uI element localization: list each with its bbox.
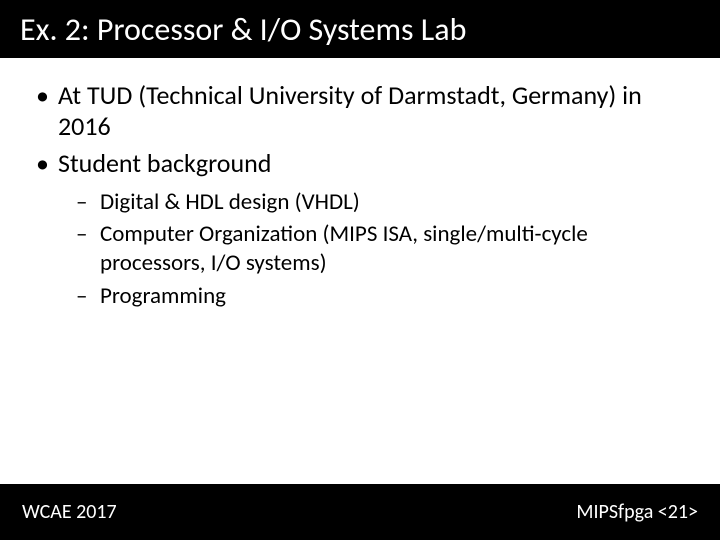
sub-bullet-text: Digital & HDL design (VHDL) [100,188,360,216]
bullet-text: Student background [58,147,271,179]
bullet-item: Student background Digital & HDL design … [32,148,688,310]
sub-bullet-item: Programming [76,282,688,311]
footer-right: MIPSfpga <21> [576,500,698,524]
bullet-text: At TUD (Technical University of Darmstad… [58,79,642,142]
bullet-item: At TUD (Technical University of Darmstad… [32,80,688,142]
slide-title: Ex. 2: Processor & I/O Systems Lab [20,10,466,49]
sub-bullet-item: Digital & HDL design (VHDL) [76,188,688,217]
sub-bullet-text: Computer Organization (MIPS ISA, single/… [100,220,588,277]
bullet-list: At TUD (Technical University of Darmstad… [32,80,688,311]
footer-left: WCAE 2017 [22,500,117,524]
sub-bullet-item: Computer Organization (MIPS ISA, single/… [76,220,688,278]
title-bar: Ex. 2: Processor & I/O Systems Lab [0,0,720,58]
footer-bar: WCAE 2017 MIPSfpga <21> [0,484,720,540]
slide-body: At TUD (Technical University of Darmstad… [0,58,720,311]
sub-bullet-text: Programming [100,282,226,310]
sub-bullet-list: Digital & HDL design (VHDL) Computer Org… [76,188,688,311]
